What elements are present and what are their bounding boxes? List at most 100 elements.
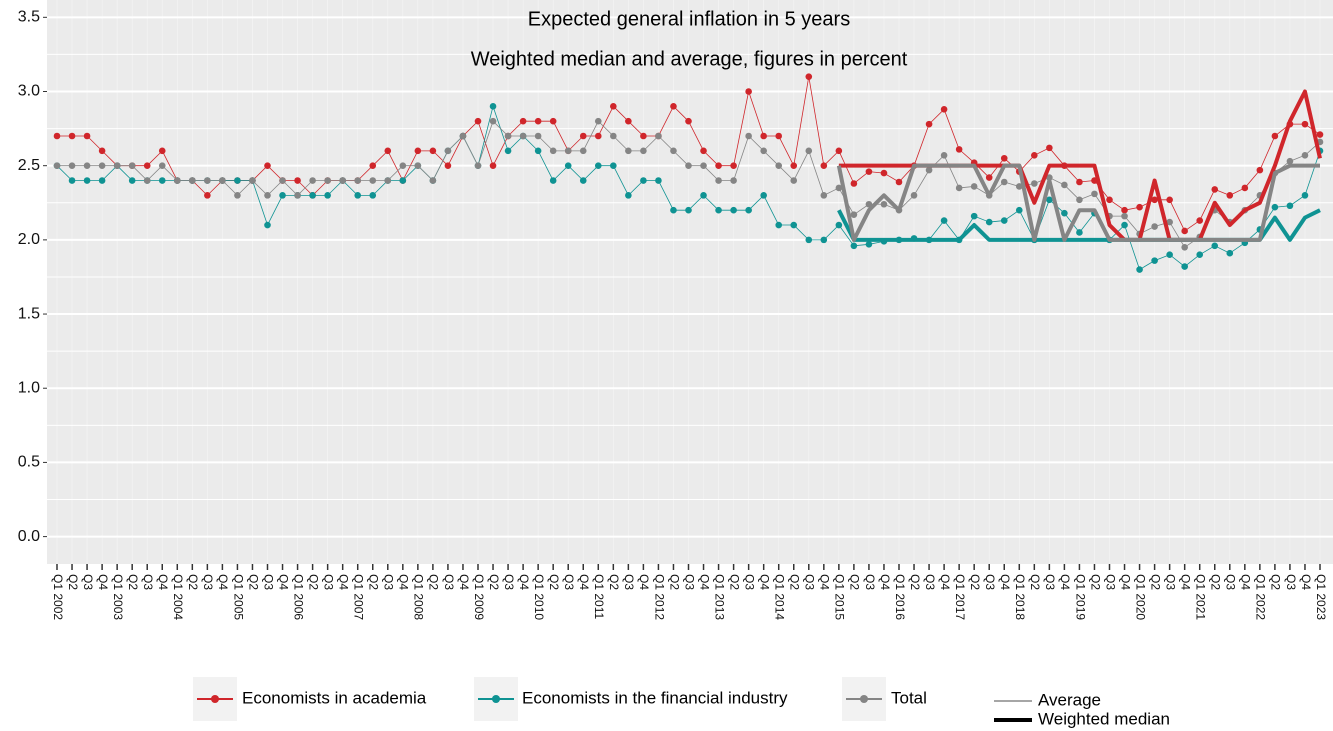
x-tick-label: Q1 2018	[1013, 574, 1027, 620]
average-point	[745, 206, 752, 214]
x-tick-label: Q2	[1028, 574, 1042, 590]
average-point	[249, 177, 256, 184]
x-tick-label: Q2	[1209, 574, 1223, 590]
x-tick-label: Q3	[562, 574, 576, 590]
average-point	[775, 162, 783, 169]
average-point	[1046, 144, 1053, 152]
average-point	[865, 168, 873, 175]
average-point	[940, 151, 948, 159]
y-tick-label: 0.0	[18, 528, 40, 545]
average-point	[715, 162, 722, 169]
x-tick-label: Q3	[1224, 574, 1238, 590]
average-point	[113, 162, 121, 169]
average-point	[745, 132, 752, 140]
average-point	[940, 217, 948, 224]
average-point	[895, 178, 903, 186]
average-point	[489, 162, 497, 169]
average-point	[625, 147, 632, 155]
average-point	[579, 177, 587, 184]
x-tick-label: Q3	[863, 574, 877, 590]
average-point	[775, 221, 783, 229]
x-tick-label: Q4	[998, 574, 1012, 590]
x-tick-label: Q3	[742, 574, 756, 590]
average-point	[279, 192, 286, 199]
average-point	[625, 192, 632, 199]
x-tick-label: Q2	[547, 574, 561, 590]
average-point	[354, 177, 362, 184]
average-point	[880, 200, 888, 208]
average-point	[594, 162, 602, 169]
average-point	[1046, 174, 1053, 181]
average-point	[189, 177, 196, 184]
average-point	[1211, 242, 1219, 250]
average-point	[1000, 178, 1008, 186]
average-point	[640, 132, 647, 140]
average-point	[504, 132, 512, 140]
average-point	[489, 117, 497, 125]
average-point	[324, 177, 331, 184]
average-point	[1196, 251, 1204, 259]
x-tick-label: Q3	[803, 574, 817, 590]
legend-point	[860, 695, 868, 703]
x-tick-label: Q2	[367, 574, 381, 590]
average-point	[655, 132, 662, 140]
average-point	[444, 147, 452, 155]
y-tick-label: 0.5	[18, 454, 40, 471]
average-point	[1031, 180, 1038, 187]
average-point	[519, 117, 527, 125]
average-point	[850, 180, 858, 187]
average-point	[955, 146, 963, 153]
average-point	[820, 236, 828, 244]
average-point	[143, 177, 151, 184]
x-tick-label: Q3	[923, 574, 937, 590]
average-point	[158, 162, 166, 169]
average-point	[805, 147, 813, 155]
x-tick-label: Q1 2017	[953, 574, 967, 620]
average-point	[309, 192, 316, 199]
average-point	[98, 147, 106, 155]
average-point	[1000, 217, 1008, 224]
average-point	[655, 177, 662, 184]
average-point	[534, 147, 542, 155]
x-tick-label: Q3	[141, 574, 155, 590]
y-tick-label: 2.5	[18, 157, 40, 174]
average-point	[549, 117, 557, 125]
average-point	[68, 177, 76, 184]
average-point	[474, 162, 482, 169]
average-point	[685, 162, 692, 169]
average-point	[1121, 206, 1128, 214]
average-point	[805, 236, 813, 244]
average-point	[1015, 206, 1023, 214]
average-point	[805, 73, 813, 80]
x-tick-label: Q1 2016	[893, 574, 907, 620]
x-tick-label: Q2	[427, 574, 441, 590]
average-point	[504, 147, 512, 155]
average-point	[279, 177, 286, 184]
average-point	[610, 103, 617, 110]
average-point	[1301, 151, 1309, 159]
average-point	[970, 183, 978, 190]
x-tick-label: Q3	[261, 574, 275, 590]
average-point	[564, 162, 572, 169]
average-point	[1211, 186, 1219, 193]
x-tick-label: Q1 2022	[1254, 574, 1268, 620]
average-point	[68, 162, 76, 169]
y-tick-label: 3.0	[18, 83, 40, 100]
average-point	[68, 132, 76, 140]
x-tick-label: Q2	[66, 574, 80, 590]
average-point	[579, 132, 587, 140]
x-tick-label: Q1 2006	[291, 574, 305, 620]
x-tick-label: Q4	[1299, 574, 1313, 590]
average-point	[1061, 181, 1068, 189]
average-point	[309, 177, 316, 184]
median-line	[836, 163, 1320, 242]
average-point	[534, 117, 542, 125]
average-point	[1181, 227, 1188, 235]
average-point	[1015, 183, 1023, 190]
x-tick-label: Q2	[487, 574, 501, 590]
average-point	[399, 177, 407, 184]
average-point	[835, 184, 843, 192]
average-point	[760, 147, 767, 155]
average-point	[910, 192, 918, 199]
average-point	[53, 162, 61, 169]
